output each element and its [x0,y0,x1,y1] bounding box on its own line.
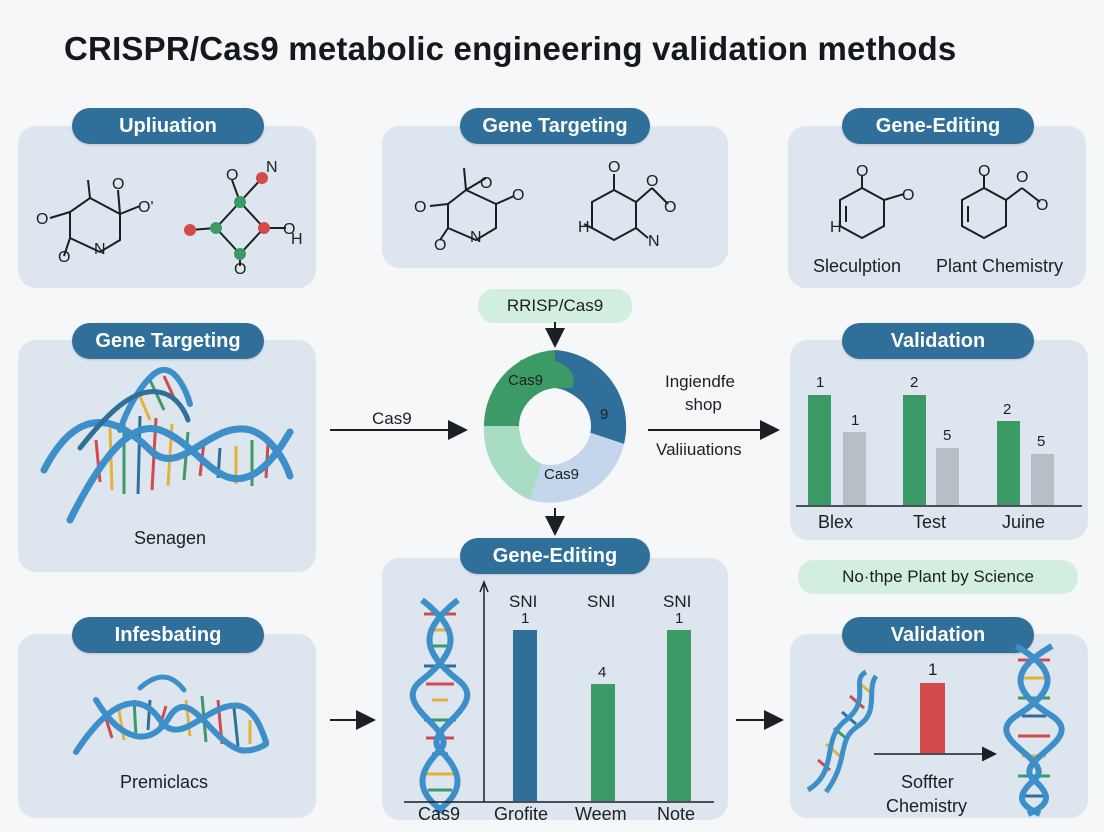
value-blex-tall: 1 [816,374,825,391]
label-note: Note [657,804,696,824]
badge-bottom-mid: Gene-Editing [460,538,650,574]
svg-text:O: O [608,159,620,176]
bar-blex-tall [808,395,831,505]
header-note: SNI [663,592,692,611]
badge-bottom-right: Validation [842,617,1034,653]
caption-mid-left: Senagen [134,528,207,548]
svg-text:H: H [291,231,303,248]
ring-label-green: Cas9 [508,372,544,389]
bar-juine-short [1031,454,1054,505]
ring-label-blue: 9 [600,406,609,423]
value-juine-tall: 2 [1003,401,1012,418]
caption-bottom-right-line1: Soffter [901,772,954,792]
arrow-right-label-line2: shop [685,395,722,414]
value-test-tall: 2 [910,374,919,391]
badge-mid-left: Gene Targeting [72,323,264,359]
svg-text:N: N [648,233,660,250]
svg-text:N: N [470,229,482,246]
bar-validation-red [920,683,945,753]
value-grofite: 1 [521,610,530,627]
header-grofite: SNI [509,592,538,611]
svg-text:O: O [283,221,295,238]
svg-text:O: O [36,211,48,228]
value-note: 1 [675,610,684,627]
caption-top-right-left: Sleculption [813,256,902,276]
caption-top-right-right: Plant Chemistry [936,256,1064,276]
value-test-short: 5 [943,427,952,444]
badge-mid-right: Validation [842,323,1034,359]
label-weem: Weem [575,804,627,824]
ring-label-light: Cas9 [544,466,580,483]
svg-text:H: H [578,219,590,236]
svg-text:O: O [434,237,446,254]
label-test: Test [913,512,947,532]
svg-text:O: O [112,176,124,193]
svg-text:N: N [266,159,278,176]
badge-bottom-left: Infesbating [72,617,264,653]
panel-top-mid [382,126,728,268]
caption-bottom-right-line2: Chemistry [886,796,968,816]
svg-text:O: O [646,173,658,190]
badge-top-left: Upliuation [72,108,264,144]
label-cas9: Cas9 [418,804,461,824]
svg-text:O: O [226,167,238,184]
svg-text:O: O [414,199,426,216]
arrow-right-label-line3: Valiiuations [656,440,742,459]
svg-text:O: O [664,199,676,216]
svg-text:O: O [1016,169,1028,186]
svg-text:O: O [902,187,914,204]
svg-text:H: H [830,219,842,236]
svg-text:O: O [234,261,246,278]
label-grofite: Grofite [494,804,549,824]
value-juine-short: 5 [1037,433,1046,450]
svg-text:N: N [94,241,106,258]
svg-text:O': O' [138,199,154,216]
svg-text:O: O [512,187,524,204]
svg-text:O: O [1036,197,1048,214]
bar-grofite [513,630,537,801]
center-top-tag: RRISP/Cas9 [478,289,632,323]
bar-blex-short [843,432,866,505]
bar-weem [591,684,615,801]
caption-bottom-left: Premiclacs [120,772,209,792]
header-weem: SNI [587,592,616,611]
badge-top-mid: Gene Targeting [460,108,650,144]
svg-text:O: O [856,163,868,180]
arrow-left-label: Cas9 [372,409,412,428]
svg-text:O: O [58,249,70,266]
value-validation-red: 1 [928,660,938,679]
label-juine: Juine [1002,512,1046,532]
bar-test-short [936,448,959,505]
arrow-right-label-line1: Ingiendfe [665,372,735,391]
svg-text:O: O [978,163,990,180]
side-tag: No·thpe Plant by Science [798,560,1078,594]
badge-top-right: Gene-Editing [842,108,1034,144]
svg-text:O: O [480,175,492,192]
label-blex: Blex [818,512,854,532]
panel-top-right [788,126,1086,288]
bar-test-tall [903,395,926,505]
panel-top-left [18,126,316,288]
value-blex-short: 1 [851,412,860,429]
value-weem: 4 [598,664,607,681]
page-title: CRISPR/Cas9 metabolic engineering valida… [64,30,957,67]
bar-juine-tall [997,421,1020,505]
bar-note [667,630,691,801]
